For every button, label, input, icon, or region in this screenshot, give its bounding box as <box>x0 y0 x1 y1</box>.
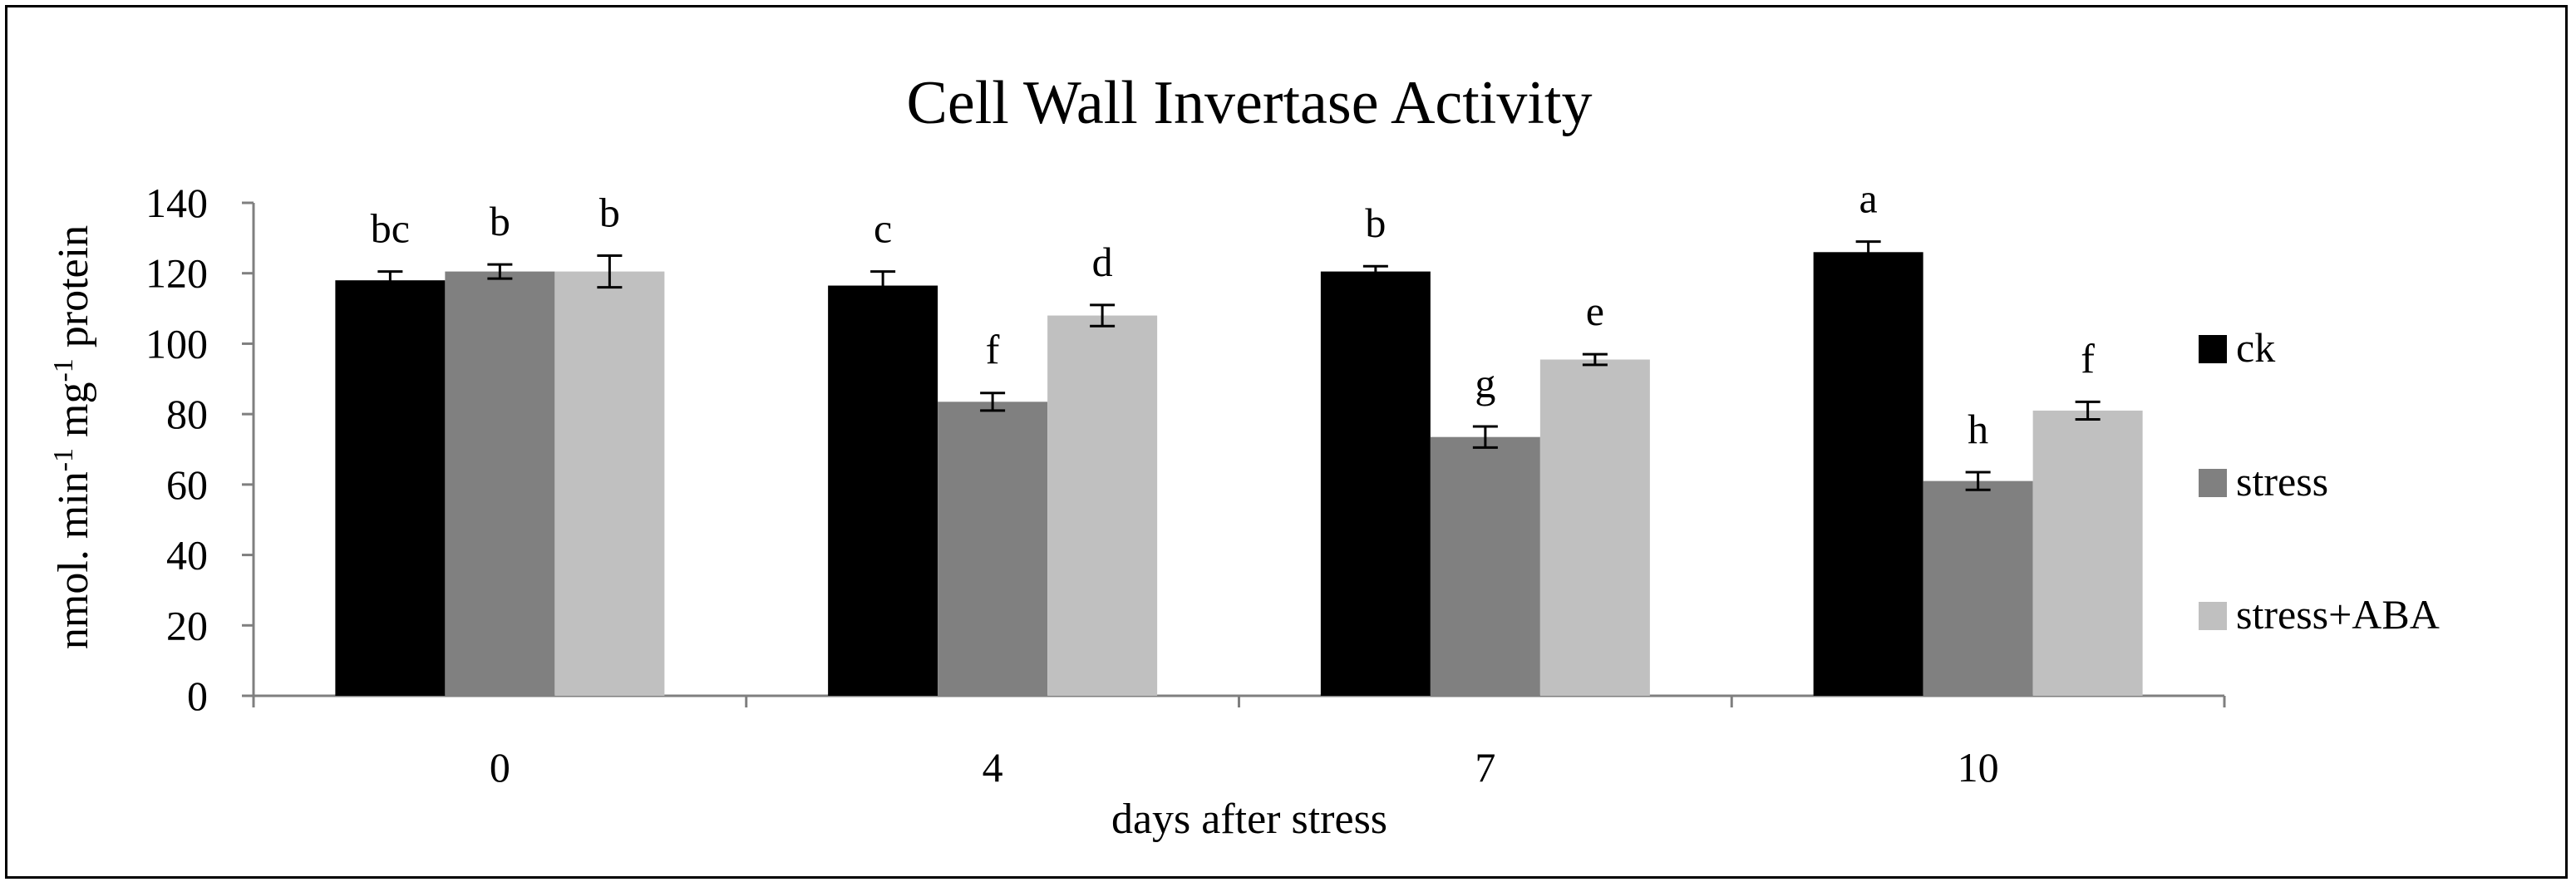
x-tick-label: 4 <box>983 744 1003 791</box>
significance-letter: b <box>1365 200 1386 246</box>
y-axis-title-exponent-2: -1 <box>48 358 79 382</box>
y-tick-label: 120 <box>145 250 208 297</box>
legend-label: stress+ABA <box>2236 591 2440 638</box>
bar <box>2032 410 2143 696</box>
significance-letter: e <box>1586 288 1604 334</box>
legend-label: stress <box>2236 458 2328 505</box>
chart-title: Cell Wall Invertase Activity <box>907 69 1593 137</box>
y-axis-title: nmol. min-1 mg-1 protein <box>48 225 98 649</box>
bar <box>1539 359 1650 696</box>
legend-label: ck <box>2236 324 2275 371</box>
y-tick-label: 20 <box>166 602 208 648</box>
x-tick-label: 10 <box>1958 744 1999 791</box>
chart-frame <box>5 5 2568 879</box>
significance-letter: a <box>1859 175 1878 222</box>
bar <box>335 280 446 696</box>
y-tick-label: 140 <box>145 180 208 226</box>
bar <box>1047 315 1158 696</box>
significance-letter: f <box>986 327 1000 373</box>
y-tick-label: 60 <box>166 461 208 508</box>
x-axis-title: days after stress <box>1111 796 1387 843</box>
significance-letter: d <box>1092 239 1113 285</box>
significance-letter: b <box>490 198 510 244</box>
significance-letter: b <box>599 190 620 236</box>
y-axis-title-exponent-1: -1 <box>48 448 79 471</box>
bar <box>938 402 1048 696</box>
significance-letter: f <box>2081 335 2095 382</box>
significance-letter: g <box>1475 360 1495 407</box>
bar <box>554 271 665 696</box>
significance-letter: c <box>874 205 892 252</box>
bar <box>1923 480 2033 696</box>
legend-swatch <box>2199 469 2227 497</box>
y-tick-label: 0 <box>187 673 208 719</box>
y-axis-title-mid: mg <box>50 382 97 448</box>
y-tick-label: 100 <box>145 320 208 367</box>
y-tick-label: 40 <box>166 532 208 579</box>
legend: ck stress stress+ABA <box>2199 324 2440 638</box>
significance-letter: bc <box>371 205 410 252</box>
legend-swatch <box>2199 335 2227 363</box>
y-axis-title-suffix: protein <box>50 225 97 358</box>
bar <box>828 285 938 696</box>
significance-letter: h <box>1968 406 1988 452</box>
x-tick-label: 7 <box>1475 744 1495 791</box>
x-tick-label: 0 <box>490 744 510 791</box>
legend-swatch <box>2199 602 2227 630</box>
bar <box>1430 436 1540 696</box>
y-tick-label: 80 <box>166 391 208 437</box>
bar <box>445 271 555 696</box>
bar <box>1320 271 1431 696</box>
plot-area: 0 20 40 60 80 100 120 140 0 bc b b 4 c f d 7 b g e 10 a h f <box>145 175 2226 791</box>
y-axis-title-prefix: nmol. min <box>50 471 97 649</box>
bar <box>1813 252 1923 696</box>
svg-text:nmol. min-1 mg-1 protein: nmol. min-1 mg-1 protein <box>48 225 98 649</box>
